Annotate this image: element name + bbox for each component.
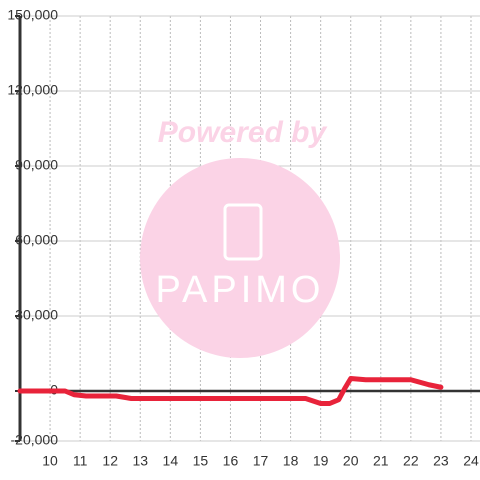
x-tick-label: 21 <box>373 453 389 469</box>
watermark: Powered by PAPIMO <box>140 116 340 358</box>
x-tick-label: 22 <box>403 453 419 469</box>
x-tick-label: 10 <box>42 453 58 469</box>
watermark-logo: PAPIMO <box>156 269 325 311</box>
y-tick-label: 30,000 <box>15 307 58 323</box>
x-tick-label: 17 <box>253 453 269 469</box>
x-tick-label: 23 <box>433 453 449 469</box>
watermark-phone <box>223 203 263 261</box>
x-tick-label: 18 <box>283 453 299 469</box>
line <box>17 376 444 406</box>
x-tick-label: 19 <box>313 453 329 469</box>
x-tick-label: 12 <box>102 453 118 469</box>
x-tick-label: 20 <box>343 453 359 469</box>
x-tick-label: 14 <box>163 453 179 469</box>
y-tick-label: 150,000 <box>7 7 58 23</box>
watermark-text: Powered by <box>158 116 328 149</box>
x-tick-label: 15 <box>193 453 209 469</box>
x-tick-label: 24 <box>463 453 479 469</box>
y-tick-label: -20,000 <box>11 432 59 448</box>
y-tick-label: 90,000 <box>15 157 58 173</box>
y-tick-label: 60,000 <box>15 232 58 248</box>
y-tick-label: 120,000 <box>7 82 58 98</box>
x-tick-label: 13 <box>132 453 148 469</box>
x-tick-label: 11 <box>73 453 88 469</box>
x-tick-label: 16 <box>223 453 239 469</box>
